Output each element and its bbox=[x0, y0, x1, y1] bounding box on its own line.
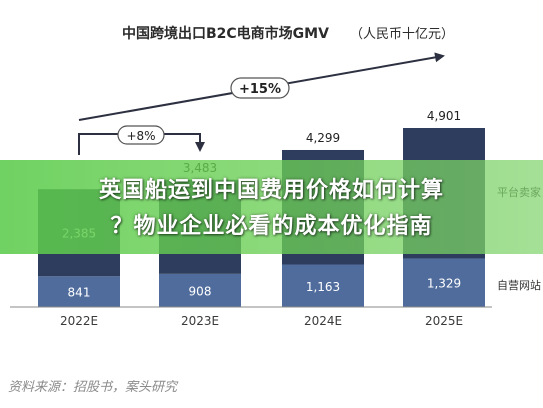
chart-title-unit: （人民币十亿元） bbox=[350, 27, 454, 42]
title-overlay-banner: 英国船运到中国费用价格如何计算 ？物业企业必看的成本优化指南 bbox=[0, 160, 543, 254]
x-tick-label: 2023E bbox=[181, 314, 219, 328]
growth-pill-8pct bbox=[117, 125, 165, 145]
growth-label-8pct: +8% bbox=[126, 129, 155, 143]
bar-value-label-own-site: 1,163 bbox=[306, 280, 340, 294]
growth-arrows: +8% +15% bbox=[78, 52, 445, 155]
bar-value-label-own-site: 1,329 bbox=[427, 277, 461, 291]
bar-segment-own-site bbox=[403, 258, 485, 307]
bar-total-label: 4,299 bbox=[306, 131, 340, 145]
bar-total-label: 4,901 bbox=[427, 109, 461, 123]
overlay-line-2: ？物业企业必看的成本优化指南 bbox=[110, 214, 433, 239]
x-tick-label: 2024E bbox=[304, 314, 342, 328]
x-tick-label: 2022E bbox=[60, 314, 98, 328]
x-axis-ticks: 2022E 2023E 2024E 2025E bbox=[60, 314, 463, 328]
bar-segment-own-site bbox=[282, 264, 364, 307]
bar-value-label-own-site: 841 bbox=[68, 286, 91, 300]
bar-segment-own-site bbox=[38, 276, 120, 307]
growth-label-15pct: +15% bbox=[239, 82, 281, 97]
overlay-line-1: 英国船运到中国费用价格如何计算 bbox=[98, 178, 444, 203]
bar-segment-own-site bbox=[159, 273, 241, 307]
growth-pill-15pct bbox=[230, 77, 290, 99]
chart-title: 中国跨境出口B2C电商市场GMV bbox=[122, 25, 329, 42]
source-note: 资料来源：招股书，案头研究 bbox=[8, 380, 178, 395]
x-tick-label: 2025E bbox=[425, 314, 463, 328]
bar-value-label-own-site: 908 bbox=[189, 284, 212, 298]
legend-label-own-site: 自营网站 bbox=[497, 278, 541, 292]
